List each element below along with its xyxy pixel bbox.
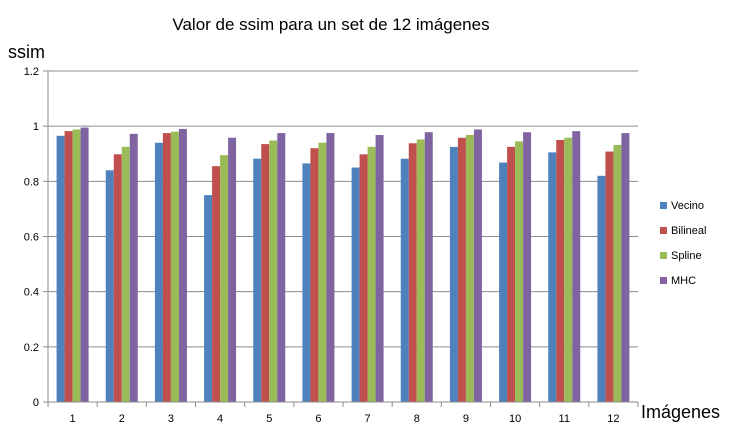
bar-spline-5 bbox=[269, 140, 278, 402]
bar-spline-8 bbox=[416, 139, 425, 402]
bar-vecino-4 bbox=[204, 195, 213, 402]
bar-bilineal-3 bbox=[162, 133, 171, 402]
bar-mhc-4 bbox=[228, 137, 237, 403]
y-axis-label: ssim bbox=[8, 42, 45, 62]
bar-mhc-3 bbox=[178, 128, 187, 403]
x-tick-label: 12 bbox=[607, 413, 619, 425]
bar-vecino-6 bbox=[302, 163, 311, 402]
y-tick-label: 0 bbox=[33, 397, 39, 409]
bar-vecino-5 bbox=[253, 158, 262, 402]
gridlines bbox=[48, 70, 638, 348]
bar-vecino-8 bbox=[400, 158, 409, 402]
legend-label-vecino: Vecino bbox=[671, 200, 704, 212]
bar-mhc-11 bbox=[572, 131, 581, 403]
bar-spline-3 bbox=[170, 131, 179, 402]
legend-label-mhc: MHC bbox=[671, 275, 696, 287]
bar-spline-4 bbox=[220, 155, 229, 402]
bar-spline-12 bbox=[613, 144, 622, 402]
bar-bilineal-10 bbox=[507, 146, 516, 402]
bar-bilineal-4 bbox=[212, 166, 221, 402]
bar-bilineal-1 bbox=[64, 131, 73, 403]
x-tick-label: 11 bbox=[559, 413, 570, 425]
y-tick-label: 0.6 bbox=[24, 232, 39, 244]
bar-mhc-6 bbox=[326, 133, 335, 402]
bar-spline-10 bbox=[515, 141, 524, 402]
bar-bilineal-5 bbox=[261, 144, 270, 403]
bar-spline-6 bbox=[318, 142, 327, 402]
bar-mhc-7 bbox=[375, 134, 384, 402]
bar-vecino-1 bbox=[56, 135, 65, 402]
x-axis-label: Imágenes bbox=[641, 402, 720, 422]
bar-mhc-12 bbox=[621, 133, 630, 402]
x-tick-label: 3 bbox=[168, 413, 174, 425]
legend-label-bilineal: Bilineal bbox=[671, 225, 706, 237]
y-tick-label: 0.8 bbox=[24, 176, 39, 188]
bar-spline-11 bbox=[564, 137, 573, 403]
x-tick-label: 7 bbox=[365, 413, 371, 425]
bar-bilineal-6 bbox=[310, 148, 319, 402]
bar-mhc-1 bbox=[80, 127, 89, 402]
bar-vecino-11 bbox=[548, 152, 557, 402]
legend-swatch-vecino bbox=[660, 202, 667, 209]
bar-mhc-5 bbox=[277, 133, 286, 402]
x-tick-label: 9 bbox=[463, 413, 469, 425]
legend-swatch-mhc bbox=[660, 277, 667, 284]
legend-swatch-bilineal bbox=[660, 227, 667, 234]
bar-bilineal-12 bbox=[605, 151, 614, 402]
bar-vecino-7 bbox=[351, 167, 360, 402]
x-tick-label: 10 bbox=[509, 413, 521, 425]
bar-spline-7 bbox=[367, 146, 376, 402]
chart-title: Valor de ssim para un set de 12 imágenes bbox=[172, 15, 489, 34]
bar-mhc-10 bbox=[523, 132, 532, 403]
bar-mhc-9 bbox=[473, 129, 482, 402]
bar-bilineal-8 bbox=[408, 143, 417, 403]
x-tick-label: 6 bbox=[315, 413, 321, 425]
bar-spline-1 bbox=[72, 129, 81, 402]
bar-spline-2 bbox=[121, 146, 130, 402]
bar-mhc-8 bbox=[424, 132, 433, 403]
bar-bilineal-9 bbox=[457, 137, 466, 403]
y-tick-label: 0.4 bbox=[24, 287, 39, 299]
x-tick-label: 4 bbox=[217, 413, 223, 425]
x-tick-label: 2 bbox=[119, 413, 125, 425]
legend-label-spline: Spline bbox=[671, 250, 702, 262]
legend-swatch-spline bbox=[660, 252, 667, 259]
bars bbox=[56, 127, 630, 403]
bar-spline-9 bbox=[465, 134, 474, 402]
bar-bilineal-7 bbox=[359, 154, 368, 402]
bar-vecino-12 bbox=[597, 175, 606, 402]
bar-bilineal-11 bbox=[556, 139, 565, 403]
y-tick-label: 1.2 bbox=[24, 66, 39, 78]
axes: 00.20.40.60.811.21 2 3 4 5 6 7 8 9 10 11 12 bbox=[24, 66, 639, 425]
bar-vecino-2 bbox=[105, 170, 114, 402]
x-tick-label: 5 bbox=[266, 413, 272, 425]
bar-bilineal-2 bbox=[113, 154, 122, 402]
legend: Vecino Bilineal Spline MHC bbox=[660, 200, 706, 287]
y-tick-label: 1 bbox=[33, 121, 39, 133]
x-tick-label: 8 bbox=[414, 413, 420, 425]
bar-vecino-9 bbox=[449, 146, 458, 402]
x-tick-label: 1 bbox=[70, 413, 76, 425]
bar-vecino-3 bbox=[154, 142, 163, 402]
bar-mhc-2 bbox=[129, 133, 138, 402]
y-tick-label: 0.2 bbox=[24, 342, 39, 354]
bar-vecino-10 bbox=[499, 162, 508, 402]
